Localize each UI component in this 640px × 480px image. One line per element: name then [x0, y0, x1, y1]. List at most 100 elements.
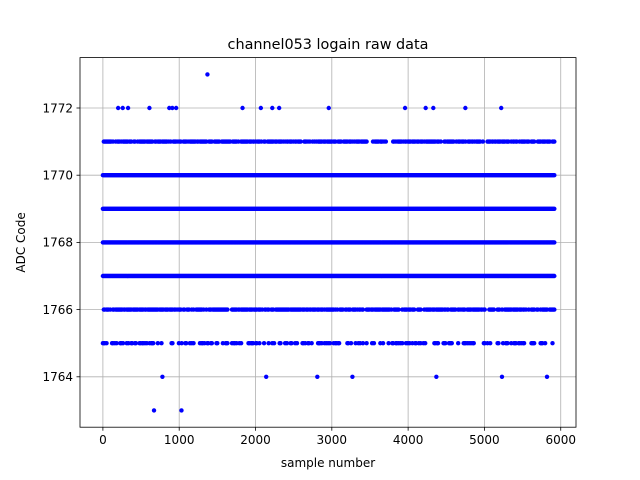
data-point [552, 139, 557, 144]
data-point [120, 341, 126, 346]
data-points [100, 72, 557, 413]
data-point [170, 105, 175, 111]
data-point [531, 139, 537, 144]
data-point [360, 307, 366, 312]
data-point [364, 341, 369, 346]
data-point [550, 341, 555, 346]
x-tick-label: 2000 [240, 433, 271, 447]
data-point [179, 408, 184, 413]
data-point [552, 307, 557, 312]
data-point [225, 341, 230, 346]
data-point [480, 139, 486, 144]
data-point [360, 341, 366, 346]
data-point [173, 105, 179, 111]
data-point [471, 341, 476, 346]
data-point [215, 341, 220, 346]
data-point [240, 105, 245, 111]
data-point [278, 341, 283, 346]
y-tick-label: 1766 [42, 303, 73, 317]
data-point [435, 341, 441, 346]
chart-title: channel053 logain raw data [228, 37, 429, 53]
data-point [167, 105, 172, 111]
x-tick-label: 0 [99, 433, 107, 447]
data-point [463, 105, 468, 111]
data-point [120, 105, 125, 111]
y-tick-label: 1772 [42, 101, 73, 115]
data-point [315, 374, 320, 379]
data-point [491, 307, 497, 312]
data-point [402, 105, 408, 111]
x-tick-label: 4000 [393, 433, 424, 447]
data-point [449, 341, 454, 346]
data-point [348, 341, 354, 346]
data-point [104, 341, 109, 346]
data-point [326, 105, 331, 111]
data-point [114, 341, 119, 346]
y-tick-label: 1768 [42, 236, 73, 250]
y-tick-label: 1770 [42, 169, 73, 183]
data-point [418, 307, 423, 312]
data-point [488, 341, 493, 346]
data-point [431, 105, 436, 111]
data-point [386, 341, 391, 346]
data-point [258, 105, 264, 111]
data-point [225, 307, 230, 312]
data-point [209, 341, 215, 346]
data-point [160, 374, 165, 379]
data-point [125, 105, 131, 111]
data-point [155, 341, 161, 346]
data-point [170, 341, 175, 346]
data-point [400, 341, 405, 346]
data-point [383, 139, 389, 144]
x-axis-label: sample number [281, 456, 375, 470]
x-tick-label: 5000 [469, 433, 500, 447]
data-point [238, 341, 244, 346]
x-tick-label: 6000 [545, 433, 576, 447]
data-point [455, 341, 461, 346]
data-point [380, 341, 386, 346]
data-point [309, 341, 314, 346]
data-point [482, 307, 487, 312]
data-point [521, 341, 527, 346]
data-point [434, 374, 439, 379]
data-point [159, 341, 164, 346]
axis-ticks: 0 1000 2000 3000 4000 5000 6000 1764 1766 1768 177… [42, 101, 576, 447]
y-axis-label: ADC Code [14, 212, 28, 272]
data-point [371, 341, 377, 346]
data-point [147, 105, 152, 111]
data-point [284, 341, 290, 346]
data-point [438, 139, 443, 144]
data-point [191, 341, 196, 346]
x-tick-label: 3000 [317, 433, 348, 447]
data-point [184, 341, 189, 346]
data-point [542, 341, 548, 346]
data-point [396, 307, 401, 312]
data-point [505, 341, 510, 346]
y-tick-label: 1764 [42, 370, 73, 384]
data-point [350, 374, 355, 379]
data-point [552, 240, 557, 245]
data-point [544, 374, 550, 379]
data-point [151, 408, 157, 413]
data-point [423, 341, 428, 346]
data-point [133, 341, 139, 346]
data-point [257, 341, 262, 346]
data-point [499, 374, 505, 379]
data-point [552, 206, 557, 211]
data-point [552, 273, 557, 279]
data-point [294, 341, 300, 346]
data-point [270, 105, 275, 111]
data-point [115, 105, 121, 111]
data-point [151, 341, 156, 346]
data-point [263, 374, 269, 379]
data-point [364, 139, 369, 144]
data-point [266, 341, 271, 346]
data-point [412, 307, 417, 312]
data-point [327, 341, 333, 346]
data-point [423, 105, 428, 111]
data-point [271, 341, 277, 346]
data-point [336, 341, 342, 346]
data-point [261, 341, 267, 346]
data-point [298, 139, 303, 144]
